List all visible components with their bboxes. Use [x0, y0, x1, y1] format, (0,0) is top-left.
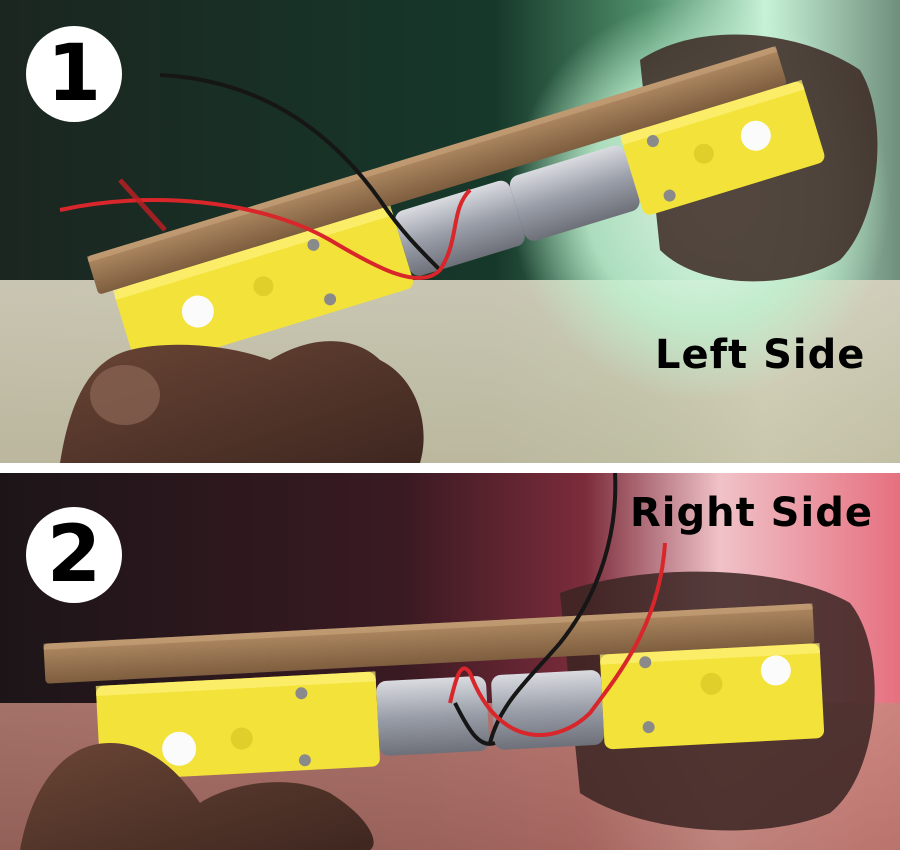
- left-side-photo: [0, 0, 900, 463]
- right-side-photo: [0, 473, 900, 850]
- left-side-label: Left Side: [655, 332, 866, 378]
- panel-divider: [0, 463, 900, 473]
- right-side-label: Right Side: [630, 490, 873, 536]
- step-2-number: 2: [46, 510, 102, 600]
- right-side-photo-panel: 2 Right Side: [0, 473, 900, 850]
- step-1-number: 1: [46, 29, 102, 119]
- step-1-badge: 1: [26, 26, 122, 122]
- step-2-badge: 2: [26, 507, 122, 603]
- left-side-photo-panel: 1 Left Side: [0, 0, 900, 463]
